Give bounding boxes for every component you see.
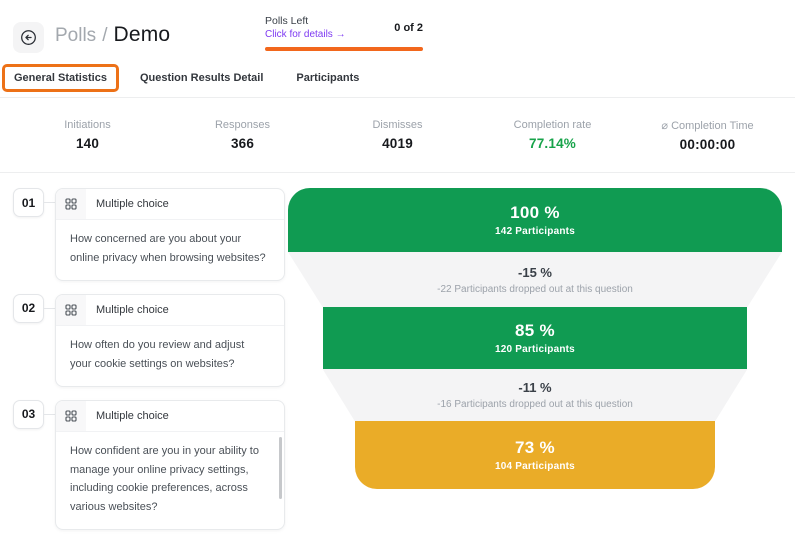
dropout-text: -22 Participants dropped out at this que…: [437, 283, 633, 295]
multiple-choice-grid-icon: [56, 189, 86, 219]
stat-label: Responses: [214, 119, 271, 131]
question-row-1: 01 Multiple choice: [13, 188, 285, 281]
funnel-percent: 85 %: [515, 321, 555, 340]
page-header: Polls / Demo Polls Left Click for detail…: [0, 0, 795, 60]
connector-line: [44, 413, 55, 415]
stat-label: ⌀ Completion Time: [661, 119, 754, 132]
stat-completion-time: ⌀ Completion Time 00:00:00: [630, 119, 785, 152]
polls-left-count: 0 of 2: [394, 21, 423, 34]
funnel-segment-1: 100 % 142 Participants: [288, 188, 782, 252]
question-card-header: Multiple choice: [56, 400, 284, 432]
question-card[interactable]: Multiple choice How often do you review …: [55, 293, 285, 387]
question-list: 01 Multiple choice: [13, 188, 285, 543]
stat-value: 4019: [382, 136, 413, 151]
funnel-percent: 100 %: [510, 203, 560, 222]
stat-initiations: Initiations 140: [10, 119, 165, 151]
dropout-text: -16 Participants dropped out at this que…: [437, 399, 633, 410]
page-title: Demo: [113, 23, 171, 46]
breadcrumb-separator: /: [102, 25, 108, 46]
polls-left-label: Polls Left: [265, 15, 309, 27]
question-text: How confident are you in your ability to…: [56, 432, 284, 530]
tab-general-statistics[interactable]: General Statistics: [2, 64, 119, 92]
content-area: 01 Multiple choice: [0, 173, 795, 543]
question-number-badge: 01: [13, 188, 44, 217]
funnel-segment-2: 85 % 120 Participants: [322, 307, 748, 369]
connector-line: [44, 307, 55, 309]
stat-responses: Responses 366: [165, 119, 320, 151]
question-text: How often do you review and adjust your …: [70, 338, 245, 370]
question-card-header: Multiple choice: [56, 189, 284, 220]
question-type-label: Multiple choice: [96, 303, 169, 316]
polls-left-details-link[interactable]: Click for details →: [265, 29, 346, 40]
question-type-label: Multiple choice: [96, 198, 169, 210]
question-card-header: Multiple choice: [56, 294, 284, 326]
polls-left-widget: Polls Left Click for details → 0 of 2: [265, 15, 423, 51]
funnel-participants: 142 Participants: [495, 226, 575, 237]
polls-left-progress-bar: [265, 47, 423, 51]
stat-dismisses: Dismisses 4019: [320, 119, 475, 151]
stat-value: 366: [230, 136, 255, 151]
dropout-percent: -15 %: [518, 264, 552, 280]
stat-label: Dismisses: [372, 119, 423, 131]
dropout-percent: -11 %: [518, 380, 552, 395]
question-row-2: 02 Multiple choice: [13, 293, 285, 387]
multiple-choice-grid-icon: [56, 294, 86, 325]
stat-value: 77.14%: [529, 136, 576, 151]
tab-question-results-detail[interactable]: Question Results Detail: [139, 72, 264, 84]
question-number-badge: 02: [13, 293, 44, 323]
funnel-dropout-1: -15 % -22 Participants dropped out at th…: [288, 252, 782, 307]
question-type-label: Multiple choice: [96, 409, 169, 422]
question-text-content: How confident are you in your ability to…: [70, 444, 259, 514]
breadcrumb: Polls / Demo: [55, 23, 170, 47]
question-row-3: 03 Multiple choice: [13, 399, 285, 531]
connector-line: [44, 202, 55, 203]
question-card[interactable]: Multiple choice How confident are you in…: [55, 399, 285, 531]
funnel-participants: 104 Participants: [495, 461, 575, 472]
tab-participants[interactable]: Participants: [296, 72, 360, 84]
funnel-percent: 73 %: [515, 438, 555, 457]
completion-funnel-chart: 100 % 142 Participants -15 % -22 Partici…: [285, 188, 782, 543]
multiple-choice-grid-icon: [56, 400, 86, 431]
question-text: How concerned are you about your online …: [70, 233, 266, 264]
stats-summary-row: Initiations 140 Responses 366 Dismisses …: [0, 98, 795, 173]
arrow-left-circle-icon: [20, 29, 37, 46]
funnel-segment-3: 73 % 104 Participants: [354, 421, 716, 489]
stat-value: 140: [75, 136, 100, 151]
stat-value: 00:00:00: [679, 136, 736, 152]
question-number-badge: 03: [13, 399, 44, 429]
scrollbar-thumb[interactable]: [279, 436, 282, 499]
stat-label: Initiations: [64, 119, 111, 131]
back-button[interactable]: [13, 22, 44, 53]
funnel-dropout-2: -11 % -16 Participants dropped out at th…: [322, 369, 748, 421]
tab-bar: General Statistics Question Results Deta…: [0, 60, 795, 98]
stat-completion-rate: Completion rate 77.14%: [475, 119, 630, 151]
breadcrumb-polls[interactable]: Polls: [55, 25, 97, 46]
stat-label: Completion rate: [513, 119, 592, 131]
question-card[interactable]: Multiple choice How concerned are you ab…: [55, 188, 285, 281]
funnel-participants: 120 Participants: [495, 344, 575, 355]
